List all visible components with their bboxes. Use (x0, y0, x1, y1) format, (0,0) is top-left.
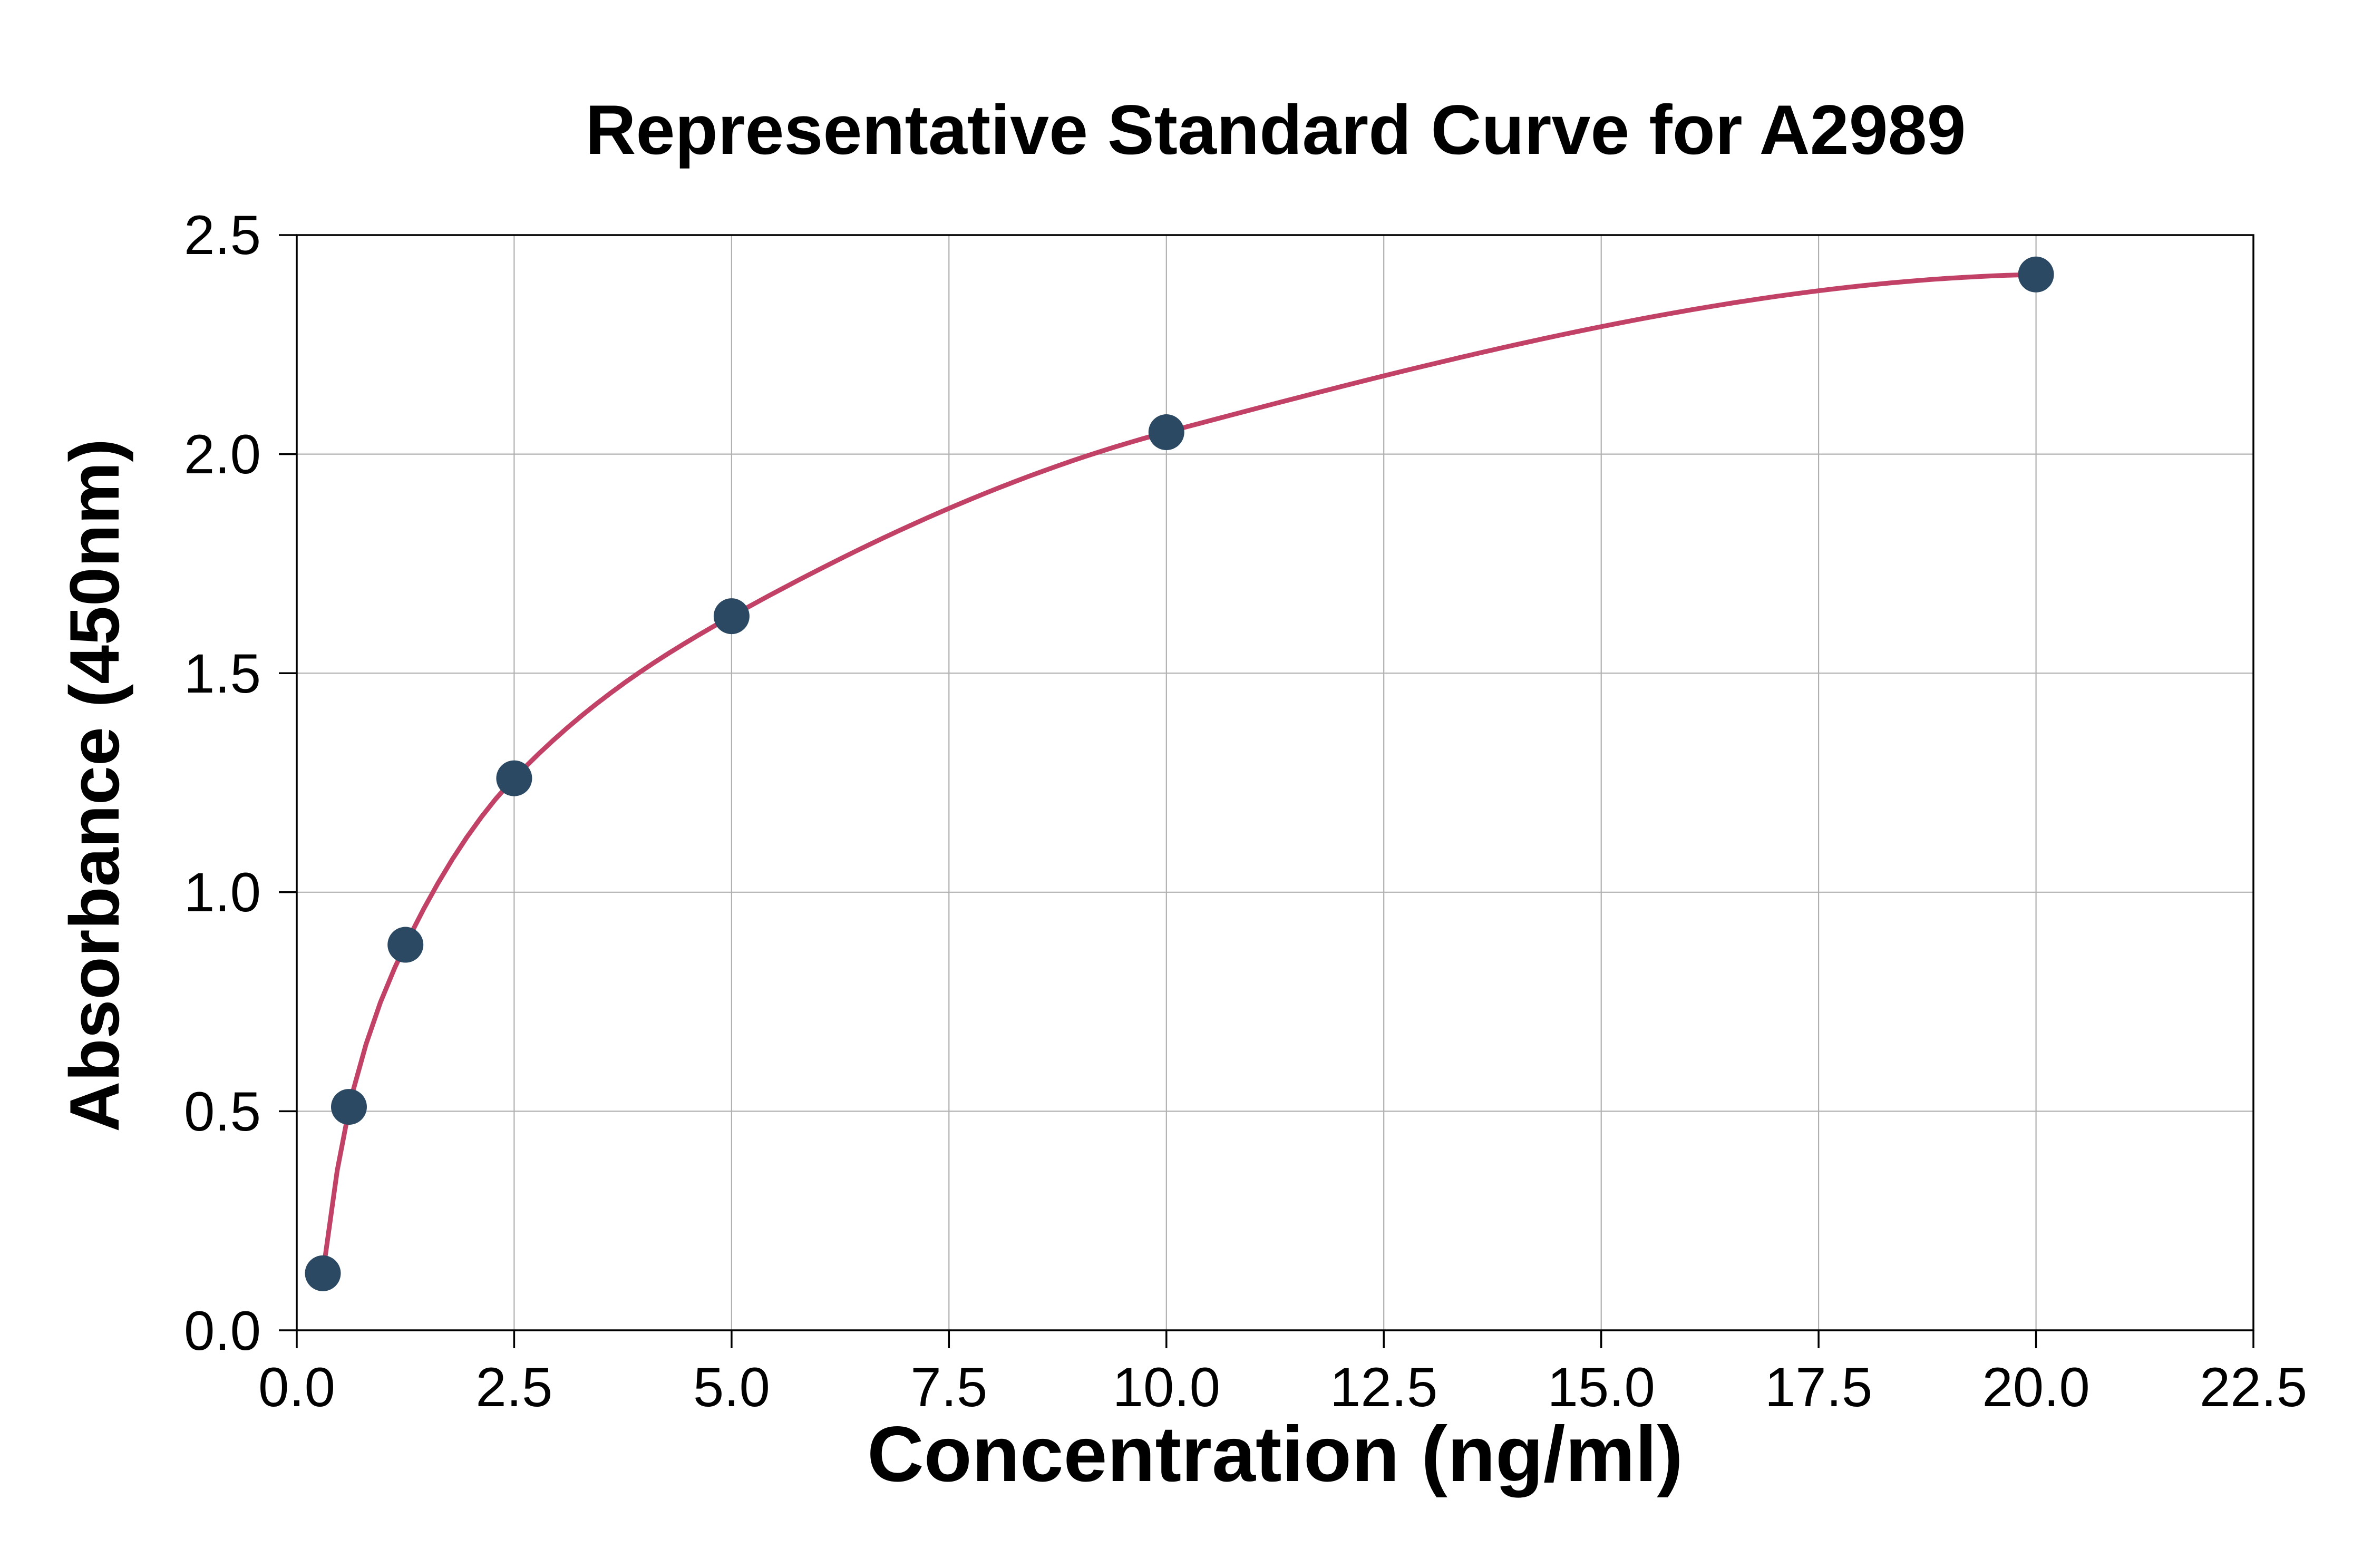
svg-text:1.5: 1.5 (184, 643, 261, 705)
svg-text:0.0: 0.0 (184, 1300, 261, 1362)
svg-text:Concentration (ng/ml): Concentration (ng/ml) (867, 1410, 1683, 1498)
svg-text:7.5: 7.5 (910, 1357, 987, 1418)
svg-text:20.0: 20.0 (1982, 1357, 2089, 1418)
svg-text:10.0: 10.0 (1113, 1357, 1220, 1418)
svg-text:22.5: 22.5 (2200, 1357, 2307, 1418)
svg-text:1.0: 1.0 (184, 862, 261, 923)
svg-text:0.0: 0.0 (258, 1357, 335, 1418)
svg-text:2.5: 2.5 (475, 1357, 552, 1418)
svg-text:15.0: 15.0 (1548, 1357, 1655, 1418)
svg-text:5.0: 5.0 (693, 1357, 770, 1418)
svg-text:2.0: 2.0 (184, 424, 261, 485)
svg-text:12.5: 12.5 (1330, 1357, 1437, 1418)
svg-text:Absorbance (450nm): Absorbance (450nm) (56, 439, 134, 1132)
svg-text:Representative Standard Curve: Representative Standard Curve for A2989 (585, 91, 1966, 169)
svg-text:2.5: 2.5 (184, 204, 261, 266)
svg-text:17.5: 17.5 (1765, 1357, 1872, 1418)
svg-text:0.5: 0.5 (184, 1081, 261, 1143)
